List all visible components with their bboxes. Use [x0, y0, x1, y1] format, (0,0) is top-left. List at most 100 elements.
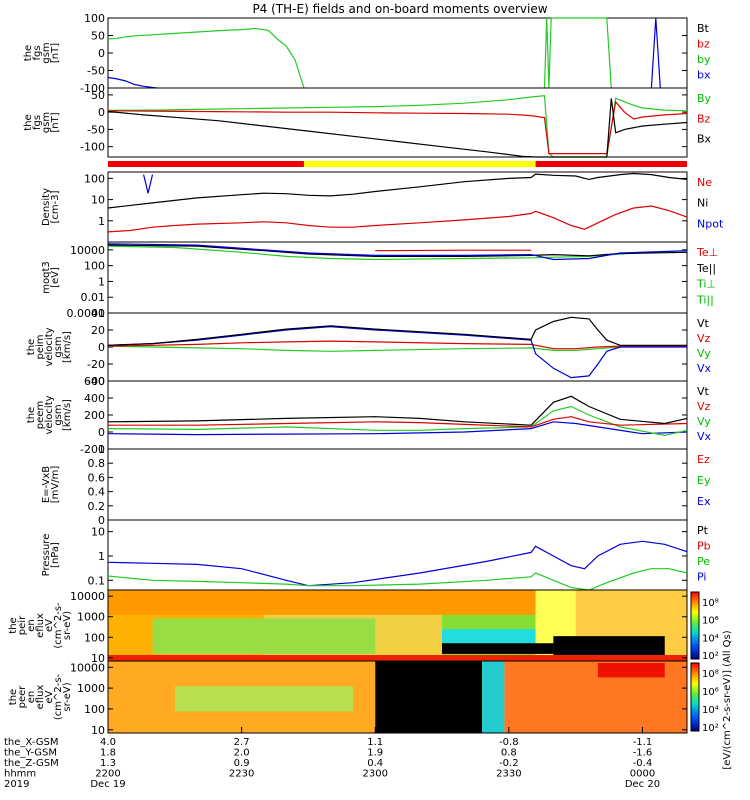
- legend-entry: Ey: [697, 474, 711, 487]
- series-line-bylate: [543, 17, 612, 89]
- y-tick-label: 100: [84, 703, 105, 716]
- y-axis-label: [nPa]: [50, 542, 61, 568]
- colorbar-tick: 10⁴: [702, 705, 719, 716]
- legend-entry: Npot: [697, 217, 724, 230]
- x-axis-row-label: 2019: [4, 779, 29, 790]
- y-tick-label: 0.8: [88, 457, 106, 470]
- y-axis-label: E=-VxB: [41, 466, 52, 503]
- x-axis-value: 0.8: [501, 748, 517, 759]
- colorbar-tick: 10²: [702, 723, 719, 734]
- series-line-bxlate: [650, 17, 661, 89]
- legend-entry: Pt: [697, 524, 709, 537]
- y-axis-label: the: [26, 407, 37, 423]
- y-axis-label: en: [26, 691, 37, 704]
- colorbar: [690, 662, 700, 732]
- x-axis-value: 2200: [95, 769, 120, 780]
- y-axis-label: the: [8, 689, 19, 705]
- x-axis-value: 1.1: [367, 737, 383, 748]
- x-axis-row-label: the_X-GSM: [4, 737, 58, 748]
- panel-3: 1 10 100 Density[cm-3] Ne Ni Npot: [41, 171, 724, 243]
- y-axis-label: the: [26, 339, 37, 355]
- y-axis-label: Pressure: [41, 534, 52, 577]
- y-tick-label: 1: [98, 550, 105, 563]
- x-axis-row-label: the_Z-GSM: [4, 758, 59, 769]
- y-axis-label: the: [23, 45, 34, 61]
- y-tick-label: -20: [87, 358, 105, 371]
- legend-entry: Te⊥: [696, 246, 718, 259]
- x-axis-value: -0.2: [499, 758, 519, 769]
- series-line-bz: [107, 100, 688, 155]
- y-axis-label: gsm: [53, 404, 64, 425]
- y-tick-label: 10000: [70, 244, 105, 257]
- legend-entry: Ez: [697, 453, 710, 466]
- spectrogram-block: [597, 663, 665, 678]
- y-axis-label: eV: [44, 619, 55, 632]
- series-line-by: [107, 94, 688, 158]
- y-tick-label: -100: [80, 82, 105, 95]
- y-axis-label: fgs: [32, 115, 43, 130]
- x-axis-value: 2300: [363, 769, 388, 780]
- y-axis-label: peem: [35, 401, 46, 429]
- panel-9: 10 100 1000 10000 thepeirenefluxeV(cm^2-s-sr…: [8, 589, 688, 665]
- legend-entry: Vx: [697, 430, 712, 443]
- series-line-ne: [107, 205, 688, 233]
- y-axis-label: [nT]: [50, 112, 61, 132]
- panel-frame: [107, 171, 688, 243]
- legend-entry: Ex: [697, 495, 711, 508]
- y-tick-label: 100: [84, 631, 105, 644]
- y-axis-label: [km/s]: [62, 399, 73, 431]
- series-line-vt: [107, 395, 688, 426]
- x-axis-value: 2330: [496, 769, 521, 780]
- legend-entry: Pi: [697, 571, 706, 584]
- panels-group: -100-50050100thefgsgsm[nT]Btbzbybx-100-5…: [8, 12, 724, 737]
- y-tick-label: 0.6: [88, 471, 106, 484]
- y-tick-label: 0.01: [81, 291, 106, 304]
- panel-frame: [107, 241, 688, 314]
- y-axis-label: (cm^2-s-: [53, 602, 64, 649]
- legend-entry: Ni: [697, 197, 708, 210]
- time-axis: the_X-GSM 4.0 2.7 1.1 -0.8 -1.1 the_Y-GSM 1.8 2.…: [4, 727, 660, 790]
- panel-frame: [107, 87, 688, 158]
- mode-bar-segment: [535, 161, 687, 167]
- colorbar: [690, 591, 700, 660]
- y-tick-label: 10000: [70, 661, 105, 674]
- x-axis-value: -0.4: [633, 758, 653, 769]
- legend-entry: Vz: [697, 332, 711, 345]
- y-tick-label: 0: [98, 47, 105, 60]
- y-axis-label: the: [23, 114, 34, 130]
- y-tick-label: 0.2: [88, 500, 106, 513]
- legend-entry: Bz: [697, 112, 711, 125]
- legend-entry: Vy: [697, 415, 711, 428]
- series-line-ti: [107, 243, 688, 261]
- mode-bar: [108, 161, 687, 167]
- legend-entry: Ti||: [696, 293, 714, 306]
- y-axis-label: moqt3: [41, 261, 52, 294]
- legend-entry: Vx: [697, 362, 712, 375]
- mode-bar-segment: [303, 161, 536, 167]
- y-tick-label: 50: [91, 30, 105, 43]
- panel-frame: [107, 448, 688, 521]
- x-axis-value: 1.3: [100, 758, 116, 769]
- legend-entry: bx: [697, 69, 711, 82]
- series-line-by: [107, 27, 305, 89]
- y-axis-label: fgs: [32, 45, 43, 60]
- y-axis-label: [mV/m]: [50, 466, 61, 504]
- y-tick-label: 400: [84, 392, 105, 405]
- y-axis-label: [nT]: [50, 43, 61, 63]
- series-line-vz: [107, 340, 687, 350]
- y-tick-label: 10: [91, 652, 105, 665]
- y-axis-label: [km/s]: [62, 331, 73, 363]
- colorbar-tick: 10⁶: [702, 616, 719, 627]
- x-axis-value: 2230: [229, 769, 254, 780]
- y-tick-label: 600: [84, 375, 105, 388]
- panel-10: 10 100 1000 10000 thepeerenefluxeV(cm^2-s-sr…: [8, 660, 688, 737]
- y-tick-label: 100: [84, 172, 105, 185]
- series-line-pe: [107, 568, 688, 591]
- x-axis-value: Dec 20: [625, 779, 660, 790]
- y-tick-label: -50: [87, 65, 105, 78]
- legend-entry: Bt: [697, 22, 710, 35]
- legend-entry: Vz: [697, 400, 711, 413]
- y-tick-label: 0.1: [88, 574, 106, 587]
- colorbar-tick: 10⁴: [702, 633, 719, 644]
